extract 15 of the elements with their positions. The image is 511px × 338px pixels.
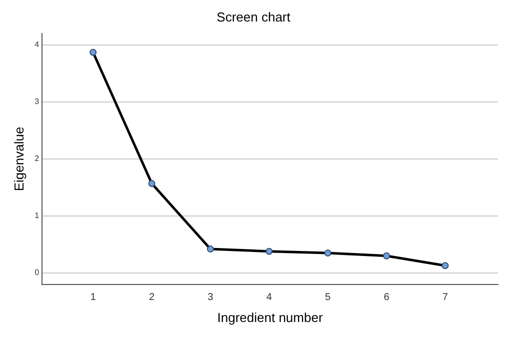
- y-axis-title: Eigenvalue: [11, 126, 26, 192]
- x-tick-label: 1: [90, 292, 96, 304]
- y-tick-label: 0: [34, 268, 40, 278]
- chart-title: Screen chart: [216, 9, 291, 24]
- y-tick-label: 3: [34, 97, 40, 106]
- x-tick-label: 7: [442, 292, 448, 304]
- x-tick-label: 5: [325, 292, 332, 304]
- x-tick-label: 3: [208, 292, 214, 304]
- y-tick-label: 4: [34, 40, 40, 50]
- x-axis-title: Ingredient number: [217, 310, 324, 325]
- x-tick-label: 4: [266, 292, 272, 304]
- x-tick-label: 2: [149, 292, 155, 304]
- y-tick-label: 1: [34, 211, 40, 220]
- x-tick-label: 6: [384, 292, 390, 304]
- y-tick-label: 2: [34, 154, 40, 164]
